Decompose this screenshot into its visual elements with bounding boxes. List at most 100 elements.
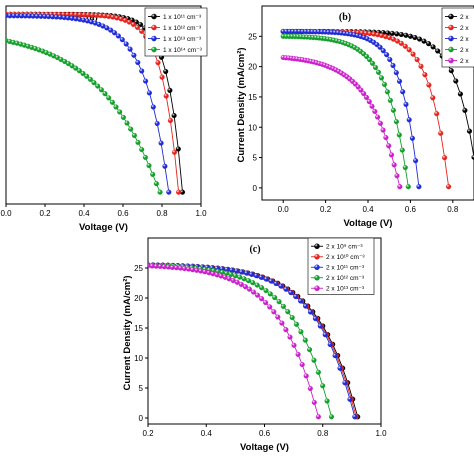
data-point	[378, 75, 385, 81]
data-point	[253, 273, 259, 279]
data-point	[271, 309, 277, 315]
data-point	[413, 158, 419, 164]
data-point	[418, 63, 424, 69]
x-tick-label: 0.4	[201, 429, 213, 438]
data-point	[154, 120, 160, 127]
x-tick-label: 0.6	[259, 429, 271, 438]
legend-box	[441, 7, 474, 68]
data-point	[377, 120, 383, 126]
y-tick-label: 0	[253, 184, 258, 193]
data-point	[324, 398, 330, 404]
legend-entry: 2 x 10¹³ cm⁻³	[326, 286, 365, 293]
data-point	[111, 30, 118, 36]
data-point	[394, 173, 400, 179]
data-point	[232, 273, 238, 279]
data-point	[390, 62, 396, 69]
legend-entry: 2 x	[460, 58, 469, 65]
series-4	[280, 33, 411, 190]
data-point	[258, 274, 264, 280]
data-point	[400, 89, 406, 95]
data-point	[139, 68, 145, 74]
data-point	[171, 113, 177, 119]
series-5	[148, 263, 321, 420]
data-point	[394, 38, 400, 44]
data-point	[117, 109, 123, 115]
data-point	[375, 114, 381, 120]
y-tick-label: 25	[134, 264, 143, 273]
data-point	[248, 271, 254, 277]
x-tick-label: 0.4	[78, 209, 90, 218]
data-point	[307, 309, 314, 315]
data-point	[276, 299, 282, 305]
data-point	[327, 341, 333, 348]
data-point	[430, 44, 436, 50]
data-point	[176, 189, 182, 195]
x-tick-label: 0.2	[142, 429, 154, 438]
series-4	[6, 38, 163, 195]
y-tick-label: 20	[134, 294, 143, 303]
data-point	[369, 103, 375, 109]
data-point	[391, 162, 397, 168]
data-point	[289, 315, 295, 321]
data-point	[153, 181, 159, 187]
y-axis-label: Current Density (mA/cm²)	[122, 275, 133, 390]
series-group	[6, 11, 186, 195]
data-point	[80, 70, 86, 77]
legend-marker	[314, 264, 320, 270]
data-point	[120, 114, 126, 120]
data-point	[91, 80, 97, 86]
data-point	[124, 120, 130, 126]
data-point	[414, 57, 420, 63]
data-point	[398, 31, 404, 38]
data-point	[358, 87, 364, 93]
data-point	[167, 87, 173, 93]
series-line	[148, 265, 319, 417]
x-tick-label: 0.2	[320, 205, 332, 214]
series-5	[280, 54, 403, 190]
x-tick-label: 0.8	[317, 429, 329, 438]
data-point	[397, 184, 403, 190]
data-point	[315, 369, 321, 375]
data-point	[387, 57, 393, 63]
data-point	[135, 59, 141, 66]
data-point	[283, 286, 289, 292]
data-point	[280, 303, 286, 309]
data-point	[466, 128, 473, 134]
data-point	[298, 298, 304, 304]
data-point	[342, 380, 348, 386]
data-point	[69, 63, 75, 69]
data-point	[243, 270, 250, 276]
data-point	[278, 283, 284, 289]
data-point	[363, 94, 370, 100]
y-tick-label: 5	[253, 154, 258, 163]
data-point	[410, 51, 416, 57]
data-point	[396, 132, 402, 138]
data-point	[442, 155, 448, 161]
x-tick-label: 1.0	[375, 429, 387, 438]
data-point	[159, 74, 165, 80]
data-point	[369, 60, 376, 66]
data-point	[446, 184, 452, 190]
data-point	[299, 362, 305, 368]
x-axis-label: Voltage (V)	[240, 442, 289, 453]
x-tick-label: 0.8	[447, 205, 459, 214]
data-point	[229, 267, 235, 273]
data-point	[421, 38, 427, 44]
data-point	[171, 149, 178, 155]
data-point	[388, 152, 395, 158]
data-point	[422, 72, 428, 78]
data-point	[259, 285, 265, 291]
data-point	[134, 24, 141, 30]
data-point	[259, 296, 265, 302]
chart-panel-3: 0.2 0.4 0.6 0.8 1.0 Voltage (V) 0 5 10 15 20 25Curr…	[122, 237, 387, 453]
legend-marker	[448, 57, 454, 64]
legend-marker	[151, 24, 157, 31]
legend-marker	[314, 285, 320, 291]
data-point	[287, 334, 293, 340]
legend-entry: 1 x 10¹³ cm⁻³	[163, 36, 202, 43]
data-point	[311, 399, 317, 405]
data-point	[303, 303, 309, 309]
data-point	[263, 276, 269, 282]
data-point	[384, 89, 390, 95]
data-point	[76, 68, 82, 74]
